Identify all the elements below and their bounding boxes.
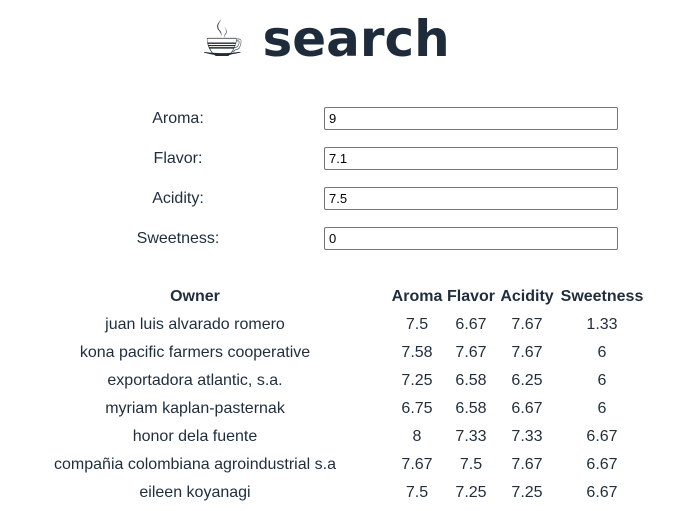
column-header: Flavor: [446, 288, 495, 305]
score-cell: 6.25: [511, 372, 543, 389]
score-cell: 6.67: [586, 428, 618, 445]
owner-cell: exportadora atlantic, s.a.: [107, 372, 283, 389]
page-title: ☕ search: [200, 10, 450, 68]
column-header: Aroma: [391, 288, 443, 305]
owner-cell: compañia colombiana agroindustrial s.a: [54, 456, 336, 473]
score-cell: 6.58: [455, 372, 487, 389]
score-cell: 7.67: [401, 456, 433, 473]
score-cell: 6: [597, 372, 607, 389]
score-cell: 6: [597, 400, 607, 417]
field-label: Sweetness:: [136, 230, 220, 247]
field-label: Acidity:: [152, 190, 204, 207]
score-cell: 7.5: [405, 316, 429, 333]
score-cell: 7.25: [401, 372, 433, 389]
score-cell: 6.67: [586, 456, 618, 473]
owner-cell: myriam kaplan-pasternak: [105, 400, 285, 417]
score-cell: 7.67: [511, 456, 543, 473]
text-input[interactable]: 7.1: [324, 147, 618, 170]
column-header: Acidity: [500, 288, 554, 305]
score-cell: 7.25: [455, 484, 487, 501]
text-input[interactable]: 7.5: [324, 187, 618, 210]
owner-cell: honor dela fuente: [132, 428, 258, 445]
score-cell: 6.58: [455, 400, 487, 417]
score-cell: 7.67: [511, 344, 543, 361]
field-label: Flavor:: [153, 150, 203, 167]
column-header: Sweetness: [560, 288, 644, 305]
score-cell: 6: [597, 344, 607, 361]
score-cell: 7.5: [405, 484, 429, 501]
score-cell: 7.25: [511, 484, 543, 501]
score-cell: 6.67: [455, 316, 487, 333]
field-label: Aroma:: [152, 110, 204, 127]
score-cell: 7.67: [511, 316, 543, 333]
owner-cell: eileen koyanagi: [139, 484, 251, 501]
score-cell: 7.33: [455, 428, 487, 445]
owner-cell: juan luis alvarado romero: [105, 316, 285, 333]
text-input[interactable]: 0: [324, 227, 618, 250]
score-cell: 7.5: [459, 456, 483, 473]
score-cell: 7.58: [401, 344, 433, 361]
score-cell: 6.67: [586, 484, 618, 501]
score-cell: 7.67: [455, 344, 487, 361]
column-header: Owner: [170, 288, 220, 305]
score-cell: 7.33: [511, 428, 543, 445]
text-input[interactable]: 9: [324, 107, 618, 130]
score-cell: 6.75: [401, 400, 433, 417]
owner-cell: kona pacific farmers cooperative: [79, 344, 311, 361]
score-cell: 6.67: [511, 400, 543, 417]
score-cell: 1.33: [586, 316, 618, 333]
score-cell: 8: [412, 428, 422, 445]
